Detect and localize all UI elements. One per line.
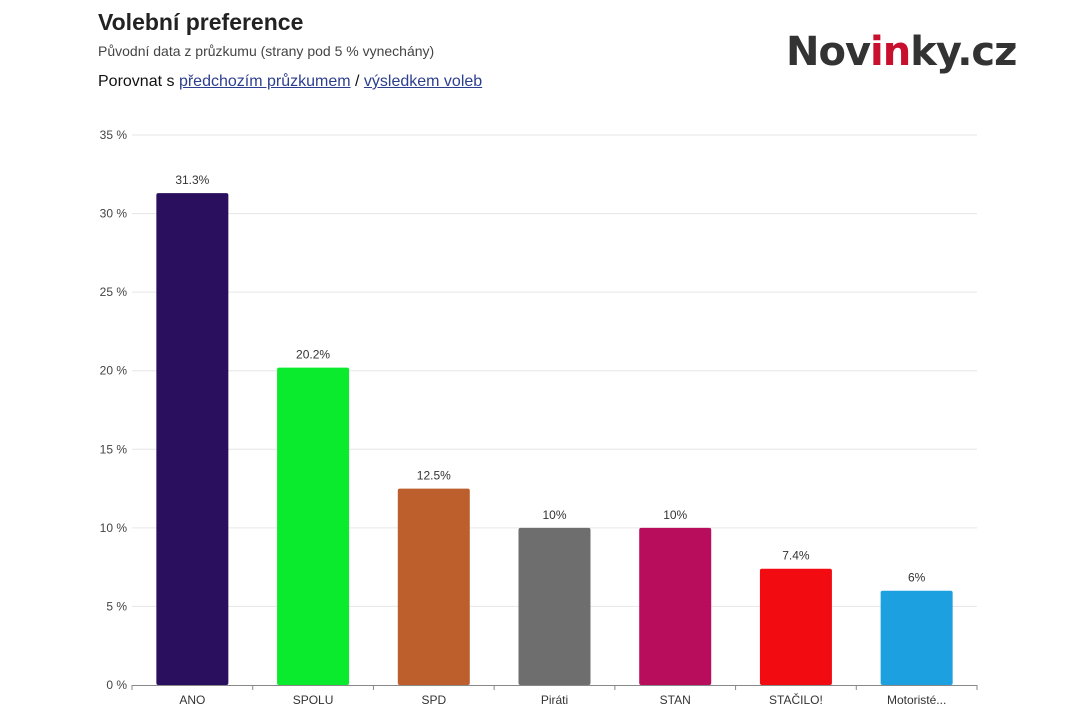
bar-1 <box>156 193 229 685</box>
bar-3 <box>397 488 470 685</box>
compare-line: Porovnat s předchozím průzkumem / výsled… <box>98 72 482 92</box>
previous-poll-link[interactable]: předchozím průzkumem <box>178 73 351 90</box>
y-tick-label: 35 % <box>100 128 128 142</box>
logo-part-1: Nov <box>786 29 871 75</box>
data-label: 7.4% <box>782 549 810 563</box>
y-tick-label: 5 % <box>106 599 127 613</box>
data-label: 6% <box>908 571 926 585</box>
logo-part-3: ky.cz <box>910 29 1017 75</box>
y-tick-label: 0 % <box>106 678 127 692</box>
bar-4 <box>518 527 591 685</box>
x-tick-label: ANO <box>179 693 205 707</box>
bar-5 <box>639 527 712 685</box>
election-result-link[interactable]: výsledkem voleb <box>363 73 483 90</box>
page-subtitle: Původní data z průzkumu (strany pod 5 % … <box>98 43 435 59</box>
data-label: 31.3% <box>175 173 209 187</box>
y-tick-label: 20 % <box>100 364 128 378</box>
compare-separator: / <box>350 73 364 90</box>
chart-header: Volební preference Původní data z průzku… <box>98 8 482 92</box>
bar-6 <box>759 568 832 685</box>
x-tick-label: SPD <box>421 693 446 707</box>
x-tick-label: Motoristé... <box>887 693 946 707</box>
bar-7 <box>880 590 953 685</box>
bar-2 <box>277 367 350 685</box>
y-tick-label: 30 % <box>100 207 128 221</box>
data-label: 10% <box>663 508 687 522</box>
page-title: Volební preference <box>98 9 304 35</box>
compare-prefix: Porovnat s <box>98 73 179 90</box>
y-tick-label: 15 % <box>100 442 128 456</box>
data-label: 20.2% <box>296 348 330 362</box>
x-tick-label: STAN <box>660 693 691 707</box>
data-label: 12.5% <box>417 469 451 483</box>
y-tick-label: 25 % <box>100 285 128 299</box>
x-tick-label: SPOLU <box>293 693 334 707</box>
data-label: 10% <box>542 508 566 522</box>
novinky-logo: Novinky.cz <box>786 26 1017 78</box>
x-tick-label: STAČILO! <box>769 692 823 707</box>
y-tick-label: 10 % <box>100 521 128 535</box>
x-tick-label: Piráti <box>541 693 568 707</box>
logo-part-accent: in <box>870 29 911 75</box>
